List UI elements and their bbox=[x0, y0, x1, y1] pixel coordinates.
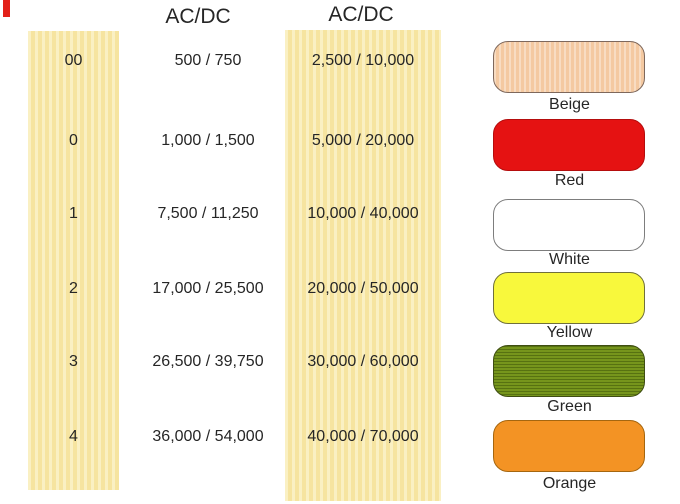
table-row: 3 26,500 / 39,750 30,000 / 60,000 bbox=[0, 350, 680, 374]
swatch-label: Orange bbox=[542, 475, 597, 492]
class-cell: 00 bbox=[64, 52, 83, 69]
class-cell: 2 bbox=[69, 280, 78, 297]
table-row: 1 7,500 / 11,250 10,000 / 40,000 bbox=[0, 202, 680, 226]
acdc-header-2: AC/DC bbox=[328, 3, 394, 26]
color-swatch-orange bbox=[493, 420, 645, 472]
voltage-column-band bbox=[285, 30, 441, 501]
color-swatch-green bbox=[493, 345, 645, 397]
voltage-cell-1: 500 / 750 bbox=[174, 52, 242, 69]
swatch-label: White bbox=[549, 251, 590, 268]
swatch-label: Beige bbox=[549, 96, 590, 113]
color-swatch-yellow bbox=[493, 272, 645, 324]
voltage-cell-2: 10,000 / 40,000 bbox=[307, 205, 419, 222]
voltage-cell-1: 26,500 / 39,750 bbox=[152, 353, 264, 370]
voltage-cell-1: 17,000 / 25,500 bbox=[152, 280, 264, 297]
table-row: 00 500 / 750 2,500 / 10,000 bbox=[0, 49, 680, 73]
class-cell: 3 bbox=[69, 353, 78, 370]
voltage-cell-2: 5,000 / 20,000 bbox=[311, 132, 415, 149]
acdc-header-1: AC/DC bbox=[165, 5, 231, 28]
swatch-label: Green bbox=[547, 398, 592, 415]
voltage-cell-2: 40,000 / 70,000 bbox=[307, 428, 419, 445]
color-swatch-beige bbox=[493, 41, 645, 93]
swatch-label: Yellow bbox=[546, 324, 593, 341]
color-swatch-white bbox=[493, 199, 645, 251]
table-row: 4 36,000 / 54,000 40,000 / 70,000 bbox=[0, 425, 680, 449]
voltage-cell-2: 2,500 / 10,000 bbox=[311, 52, 415, 69]
class-column-band bbox=[28, 31, 119, 490]
class-cell: 1 bbox=[69, 205, 78, 222]
swatch-label: Red bbox=[554, 172, 585, 189]
class-cell: 0 bbox=[69, 132, 78, 149]
table-row: 2 17,000 / 25,500 20,000 / 50,000 bbox=[0, 277, 680, 301]
color-swatch-red bbox=[493, 119, 645, 171]
red-pen-mark bbox=[3, 0, 10, 17]
voltage-cell-2: 30,000 / 60,000 bbox=[307, 353, 419, 370]
voltage-cell-1: 1,000 / 1,500 bbox=[161, 132, 255, 149]
table-row: 0 1,000 / 1,500 5,000 / 20,000 bbox=[0, 129, 680, 153]
voltage-cell-2: 20,000 / 50,000 bbox=[307, 280, 419, 297]
class-cell: 4 bbox=[69, 428, 78, 445]
voltage-cell-1: 7,500 / 11,250 bbox=[157, 205, 259, 222]
voltage-cell-1: 36,000 / 54,000 bbox=[152, 428, 264, 445]
